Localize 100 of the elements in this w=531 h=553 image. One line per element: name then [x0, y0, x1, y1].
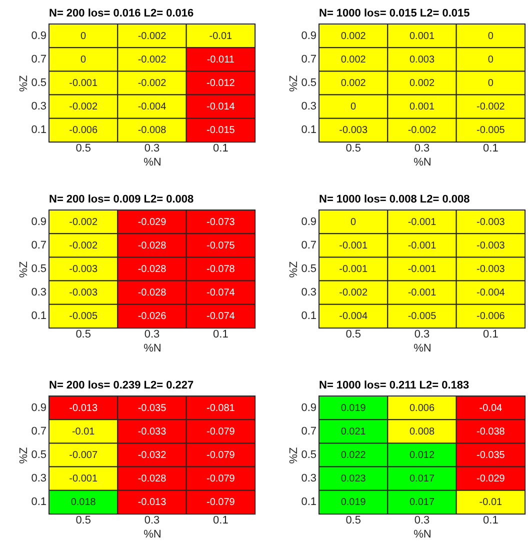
- data-label: -0.003: [476, 264, 506, 275]
- chart-title: N= 1000 los= 0.015 L2= 0.015: [319, 8, 470, 20]
- y-tick-label: 0.5: [301, 77, 316, 89]
- data-label: 0.023: [340, 474, 366, 485]
- data-label: -0.005: [408, 311, 437, 322]
- data-label: 0.002: [340, 78, 366, 89]
- data-label: 0.017: [409, 497, 435, 508]
- data-label: 0.001: [409, 30, 435, 42]
- x-tick-label: 0.5: [76, 142, 91, 154]
- data-label: -0.005: [476, 125, 506, 136]
- data-label: -0.013: [138, 497, 167, 508]
- x-axis-title: %N: [144, 342, 162, 354]
- x-tick-label: 0.3: [144, 514, 160, 526]
- data-label: -0.002: [138, 30, 167, 42]
- data-label: 0: [80, 54, 87, 66]
- data-label: -0.004: [339, 311, 368, 322]
- data-label: 0.021: [340, 426, 366, 438]
- x-axis-title: %N: [414, 342, 432, 354]
- data-label: -0.001: [69, 78, 98, 89]
- y-tick-label: 0.3: [301, 100, 316, 113]
- data-label: -0.002: [138, 54, 167, 66]
- data-label: -0.079: [206, 426, 236, 438]
- data-label: -0.074: [206, 288, 236, 299]
- data-label: -0.002: [138, 78, 167, 89]
- data-label: -0.029: [138, 216, 167, 228]
- data-label: -0.006: [476, 311, 506, 322]
- data-label: -0.01: [479, 497, 502, 508]
- data-label: 0.017: [409, 474, 435, 485]
- data-label: 0: [350, 216, 357, 228]
- data-label: -0.004: [138, 102, 167, 113]
- chart-title: N= 1000 los= 0.008 L2= 0.008: [319, 194, 470, 206]
- data-label: 0.018: [70, 497, 96, 508]
- y-tick-label: 0.5: [301, 449, 316, 461]
- x-axis-title: %N: [414, 528, 432, 540]
- y-axis-title: %Z: [288, 74, 300, 92]
- data-label: -0.014: [206, 102, 236, 113]
- x-tick-label: 0.1: [483, 514, 498, 526]
- data-label: -0.035: [138, 402, 167, 414]
- x-tick-label: 0.5: [346, 142, 361, 154]
- data-label: -0.001: [69, 474, 98, 485]
- y-tick-label: 0.9: [31, 30, 46, 42]
- y-tick-label: 0.7: [301, 239, 316, 252]
- data-label: -0.078: [206, 264, 236, 275]
- x-tick-label: 0.3: [414, 514, 430, 526]
- x-tick-label: 0.3: [414, 328, 430, 340]
- data-label: -0.035: [476, 450, 506, 461]
- data-label: 0.002: [340, 54, 366, 66]
- data-label: 0: [488, 30, 494, 42]
- x-tick-label: 0.5: [346, 514, 361, 526]
- x-axis-title: %N: [414, 156, 432, 168]
- data-label: 0.012: [409, 450, 435, 461]
- data-label: -0.026: [138, 311, 167, 322]
- data-label: -0.028: [138, 474, 167, 485]
- data-label: 0.008: [409, 426, 435, 438]
- x-tick-label: 0.5: [76, 514, 91, 526]
- y-tick-label: 0.1: [31, 310, 46, 322]
- data-label: -0.003: [476, 216, 506, 228]
- x-tick-label: 0.3: [414, 142, 430, 154]
- data-label: -0.074: [206, 311, 236, 322]
- y-axis-title: %Z: [288, 260, 300, 278]
- y-tick-label: 0.1: [301, 124, 316, 136]
- chart-title: N= 200 los= 0.009 L2= 0.008: [49, 194, 194, 206]
- data-label: -0.079: [206, 497, 236, 508]
- data-label: -0.029: [476, 474, 506, 485]
- data-label: -0.002: [408, 125, 437, 136]
- data-label: -0.005: [69, 311, 98, 322]
- data-label: 0.006: [409, 402, 435, 414]
- data-label: 0.019: [340, 402, 366, 414]
- y-axis-title: %Z: [288, 446, 300, 464]
- chart-title: N= 200 los= 0.239 L2= 0.227: [49, 380, 194, 392]
- data-label: 0.003: [409, 54, 435, 66]
- data-label: -0.001: [408, 240, 437, 252]
- data-label: -0.012: [206, 78, 236, 89]
- data-label: 0.022: [340, 450, 366, 461]
- y-tick-label: 0.3: [301, 286, 316, 299]
- data-label: -0.001: [339, 264, 368, 275]
- data-label: -0.003: [339, 125, 368, 136]
- y-tick-label: 0.9: [301, 402, 316, 414]
- data-label: 0: [488, 54, 494, 66]
- data-label: -0.04: [479, 402, 502, 414]
- data-label: -0.002: [69, 102, 98, 113]
- y-tick-label: 0.1: [301, 496, 316, 508]
- y-tick-label: 0.1: [31, 496, 46, 508]
- data-label: -0.001: [339, 240, 368, 252]
- y-tick-label: 0.7: [301, 53, 316, 66]
- data-label: -0.001: [408, 216, 437, 228]
- data-label: 0: [350, 102, 357, 113]
- data-label: 0.002: [409, 78, 435, 89]
- data-label: -0.002: [476, 102, 506, 113]
- x-tick-label: 0.5: [346, 328, 361, 340]
- x-tick-label: 0.5: [76, 328, 91, 340]
- y-tick-label: 0.5: [31, 77, 46, 89]
- data-label: 0.019: [340, 497, 366, 508]
- y-tick-label: 0.3: [31, 472, 46, 485]
- x-axis-title: %N: [144, 528, 162, 540]
- data-label: -0.002: [339, 288, 368, 299]
- y-tick-label: 0.3: [31, 286, 46, 299]
- data-label: -0.081: [206, 402, 236, 414]
- data-label: -0.003: [476, 240, 506, 252]
- y-tick-label: 0.7: [31, 53, 46, 66]
